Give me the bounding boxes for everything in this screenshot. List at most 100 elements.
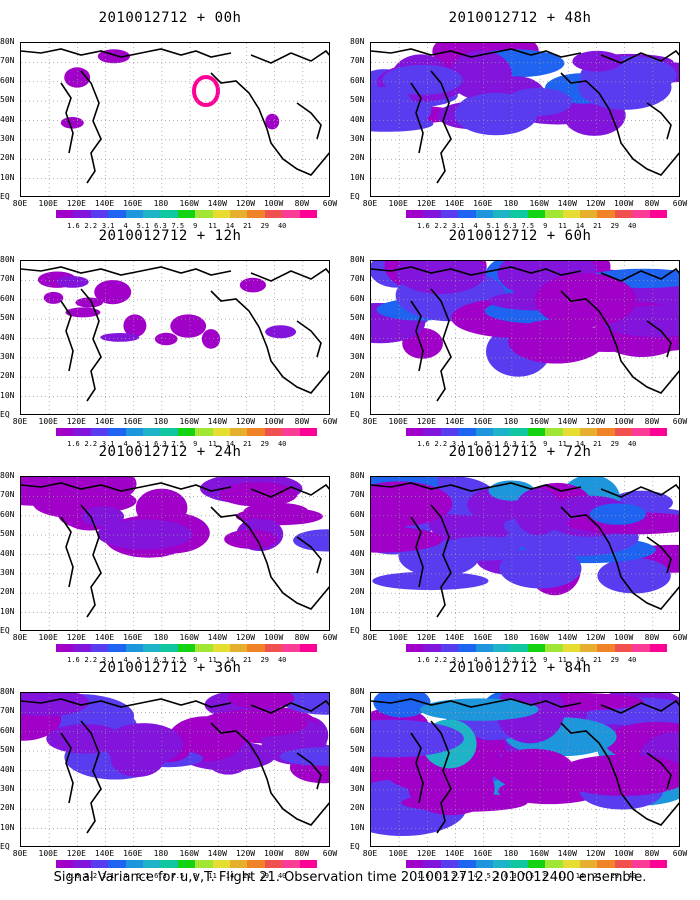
colorbar-swatch: [212, 428, 230, 436]
lon-tick-label: 160E: [473, 199, 493, 208]
lat-tick-label: 80N: [350, 37, 365, 46]
colorbar-label: 14: [225, 656, 235, 664]
map-area: [370, 476, 680, 631]
colorbar-label: 7.5: [521, 656, 535, 664]
map-area: [370, 692, 680, 847]
coastline: [600, 267, 679, 282]
lon-tick-label: 160W: [529, 849, 549, 858]
lon-tick-label: 180: [153, 199, 169, 208]
lat-tick-label: 50N: [350, 313, 365, 323]
colorbar-swatch: [614, 860, 633, 868]
lon-tick-label: 180: [503, 633, 519, 642]
colorbar-swatch: [614, 428, 633, 436]
lon-tick-label: 80W: [644, 849, 660, 858]
variance-region: [228, 693, 295, 709]
colorbar-label: 40: [277, 440, 287, 448]
colorbar-swatch: [125, 860, 143, 868]
coastline: [560, 290, 679, 394]
colorbar-swatch: [632, 428, 650, 436]
coastline: [646, 536, 672, 574]
map-panel: 2010012712 + 72h 80N 70N 60N 50N 40N 30N 20N 10N…: [350, 444, 690, 664]
lon-tick-label: 140E: [94, 417, 115, 426]
colorbar-label: 21: [243, 440, 252, 448]
variance-region: [97, 519, 193, 550]
lon-tick-label: 80E: [362, 849, 378, 858]
coastline: [646, 320, 672, 358]
lat-tick-label: EQ: [350, 842, 360, 851]
lon-tick-label: 160W: [529, 417, 549, 426]
lon-tick-label: 80E: [362, 417, 378, 426]
lat-tick-label: 50N: [350, 529, 365, 539]
lat-tick-label: 30N: [350, 783, 365, 793]
colorbar-swatch: [493, 644, 511, 652]
colorbar-swatch: [90, 210, 109, 218]
colorbar-label: 11: [208, 440, 217, 448]
variance-region: [243, 502, 309, 521]
colorbar-label: 7.5: [521, 872, 535, 880]
colorbar-swatch: [580, 860, 598, 868]
coastline: [250, 483, 329, 498]
colorbar-swatch: [510, 860, 528, 868]
coastline: [210, 72, 329, 176]
lon-tick-label: 180: [153, 633, 169, 642]
lon-tick-label: 120E: [66, 417, 86, 426]
colorbar-label: 9: [193, 440, 198, 448]
variance-region: [224, 529, 278, 549]
variance-region: [46, 724, 124, 754]
colorbar-swatch: [458, 210, 476, 218]
lon-tick-label: 120W: [585, 633, 606, 642]
colorbar-label: 40: [277, 656, 287, 664]
variance-region: [201, 329, 221, 349]
colorbar-swatch: [458, 644, 476, 652]
variance-region: [65, 307, 101, 318]
variance-region: [419, 698, 539, 721]
colorbar-swatch: [56, 644, 74, 652]
coastline: [410, 732, 424, 804]
lat-tick-label: 20N: [350, 587, 365, 597]
variance-region: [56, 276, 89, 288]
variance-region: [508, 319, 605, 364]
colorbar-swatch: [90, 860, 109, 868]
coastline: [430, 288, 452, 402]
lon-tick-label: 100E: [388, 199, 408, 208]
variance-region: [280, 747, 329, 766]
colorbar-swatch: [212, 644, 230, 652]
colorbar-swatch: [440, 428, 459, 436]
colorbar-swatch: [195, 860, 213, 868]
colorbar-swatch: [423, 428, 441, 436]
colorbar-label: 5.1: [486, 222, 500, 230]
colorbar-label: 40: [627, 222, 637, 230]
colorbar-swatch: [649, 644, 667, 652]
colorbar-label: 1.6: [67, 872, 80, 880]
colorbar-label: 21: [593, 656, 602, 664]
colorbar-label: 3.1: [451, 872, 465, 880]
panel-title: 2010012712 + 48h: [448, 10, 592, 26]
colorbar-label: 14: [575, 872, 585, 880]
map-panel: 2010012712 + 00h 80N 70N 60N 50N 40N 30N 20N 10N…: [0, 10, 340, 230]
variance-region: [75, 297, 103, 308]
colorbar-label: 2.2: [84, 872, 98, 880]
colorbar-label: 2.2: [434, 872, 448, 880]
lat-tick-label: 30N: [350, 133, 365, 143]
colorbar-swatch: [160, 428, 178, 436]
colorbar-swatch: [143, 860, 161, 868]
colorbar-label: 14: [575, 656, 585, 664]
colorbar-swatch: [562, 210, 580, 218]
colorbar-swatch: [230, 644, 248, 652]
lon-tick-label: 100E: [38, 199, 58, 208]
coastline: [430, 504, 452, 618]
colorbar-label: 21: [243, 222, 252, 230]
colorbar-label: 4: [473, 222, 478, 230]
variance-region: [371, 86, 414, 128]
colorbar-swatch: [56, 428, 74, 436]
colorbar-swatch: [143, 428, 161, 436]
lon-tick-label: 60W: [322, 199, 338, 208]
colorbar-label: 11: [558, 872, 567, 880]
map-svg: [21, 477, 329, 630]
coastline: [60, 732, 74, 804]
map-panel: 2010012712 + 84h 80N 70N 60N 50N 40N 30N 20N 10N…: [350, 660, 690, 880]
variance-region: [534, 273, 637, 328]
colorbar-swatch: [493, 428, 511, 436]
colorbar-swatch: [440, 860, 459, 868]
colorbar-swatch: [440, 644, 459, 652]
